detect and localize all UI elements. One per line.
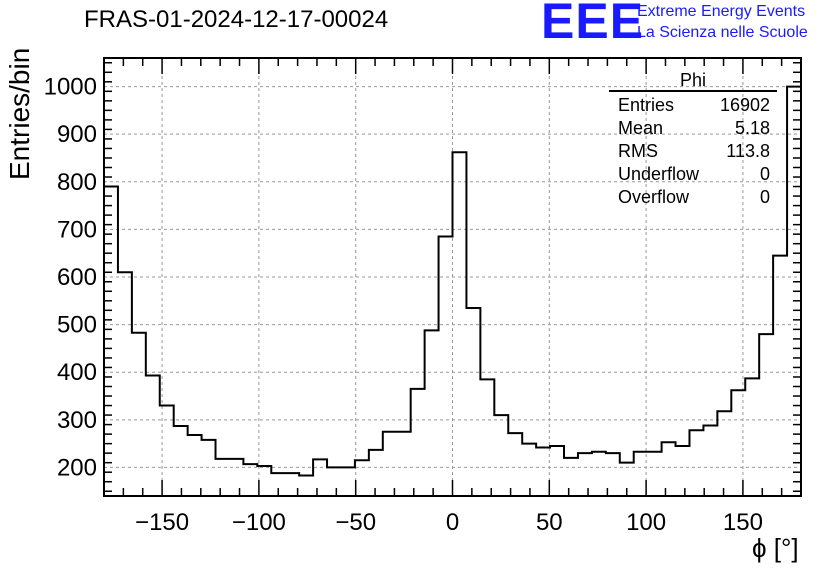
axis-ticks bbox=[103, 58, 802, 496]
stats-value: 16902 bbox=[719, 95, 770, 115]
stats-value: 0 bbox=[759, 187, 770, 207]
logo-line-1: Extreme Energy Events bbox=[637, 3, 806, 20]
x-tick-label: −100 bbox=[232, 509, 286, 536]
y-tick-label: 200 bbox=[57, 454, 97, 481]
x-tick-label: 100 bbox=[626, 509, 666, 536]
stats-row-underflow: Underflow 0 bbox=[609, 163, 777, 186]
y-tick-label: 800 bbox=[57, 169, 97, 196]
x-tick-label: 50 bbox=[536, 509, 563, 536]
x-axis-label: ϕ [°] bbox=[752, 533, 799, 563]
stats-row-overflow: Overflow 0 bbox=[609, 186, 777, 209]
x-tick-label: −50 bbox=[335, 509, 376, 536]
stats-label: RMS bbox=[618, 141, 658, 161]
y-tick-label: 500 bbox=[57, 312, 97, 339]
logo-line-2: La Scienza nelle Scuole bbox=[637, 24, 808, 41]
y-tick-label: 600 bbox=[57, 264, 97, 291]
y-tick-label: 900 bbox=[57, 121, 97, 148]
stats-value: 0 bbox=[759, 164, 770, 184]
histogram-line bbox=[104, 85, 801, 477]
stats-box: Phi Entries 16902 Mean 5.18 RMS 113.8 Un… bbox=[609, 70, 777, 209]
stats-row-rms: RMS 113.8 bbox=[609, 140, 777, 163]
y-tick-label: 1000 bbox=[44, 74, 97, 101]
stats-value: 5.18 bbox=[734, 118, 770, 138]
stats-label: Entries bbox=[618, 95, 675, 115]
stats-label: Overflow bbox=[618, 187, 690, 207]
tick-labels: −150 −100 −50 0 50 100 150 200 300 400 500 600 700 80… bbox=[44, 74, 763, 536]
stats-label: Underflow bbox=[618, 164, 700, 184]
x-tick-label: 0 bbox=[446, 509, 459, 536]
y-tick-label: 400 bbox=[57, 359, 97, 386]
stats-label: Mean bbox=[618, 118, 664, 138]
eee-logo: EEE bbox=[541, 0, 645, 49]
y-tick-label: 300 bbox=[57, 407, 97, 434]
y-tick-label: 700 bbox=[57, 216, 97, 243]
chart-title: FRAS-01-2024-12-17-00024 bbox=[84, 6, 389, 33]
stats-value: 113.8 bbox=[726, 141, 770, 161]
stats-row-entries: Entries 16902 bbox=[609, 94, 777, 117]
stats-row-mean: Mean 5.18 bbox=[609, 117, 777, 140]
stats-title: Phi bbox=[609, 70, 777, 92]
y-axis-label: Entries/bin bbox=[4, 47, 35, 180]
x-tick-label: 150 bbox=[723, 509, 763, 536]
x-tick-label: −150 bbox=[135, 509, 189, 536]
